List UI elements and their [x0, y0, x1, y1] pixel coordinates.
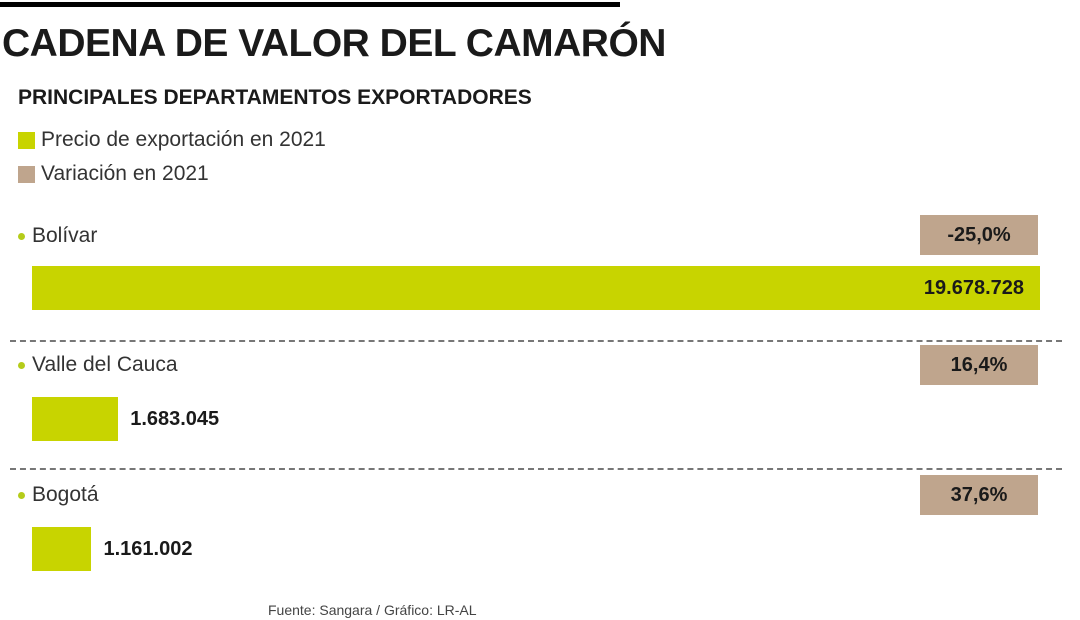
legend-item-price: Precio de exportación en 2021 [18, 126, 418, 154]
legend-label-variation: Variación en 2021 [41, 162, 209, 185]
chart-subtitle: PRINCIPALES DEPARTAMENTOS EXPORTADORES [18, 86, 532, 109]
legend-swatch-variation [18, 165, 35, 183]
bar-value-bogota: 1.161.002 [103, 537, 193, 560]
top-rule [0, 2, 620, 7]
category-label-valle-del-cauca: Valle del Cauca [18, 351, 178, 379]
row-divider [10, 468, 1062, 470]
variation-box-bogota: 37,6% [920, 475, 1038, 515]
bullet-dot-icon [18, 361, 25, 369]
category-label-bolivar: Bolívar [18, 222, 97, 250]
bullet-dot-icon [18, 232, 25, 240]
row-divider [10, 340, 1062, 342]
source-note: Fuente: Sangara / Gráfico: LR-AL [268, 602, 477, 618]
bar-bolivar [32, 266, 1040, 310]
legend-item-variation: Variación en 2021 [18, 160, 418, 188]
category-name: Valle del Cauca [32, 353, 178, 376]
category-name: Bogotá [32, 483, 99, 506]
bar-value-valle-del-cauca: 1.683.045 [130, 407, 220, 430]
legend-label-price: Precio de exportación en 2021 [41, 128, 326, 151]
category-name: Bolívar [32, 224, 98, 247]
variation-box-bolivar: -25,0% [920, 215, 1038, 255]
legend-swatch-price [18, 131, 35, 149]
bar-valle-del-cauca [32, 397, 119, 441]
category-label-bogota: Bogotá [18, 481, 99, 509]
bar-value-bolivar: 19.678.728 [923, 276, 1024, 299]
variation-box-valle-del-cauca: 16,4% [920, 345, 1038, 385]
bullet-dot-icon [18, 491, 25, 499]
chart-title: CADENA DE VALOR DEL CAMARÓN [2, 22, 666, 65]
bar-bogota [32, 527, 92, 571]
